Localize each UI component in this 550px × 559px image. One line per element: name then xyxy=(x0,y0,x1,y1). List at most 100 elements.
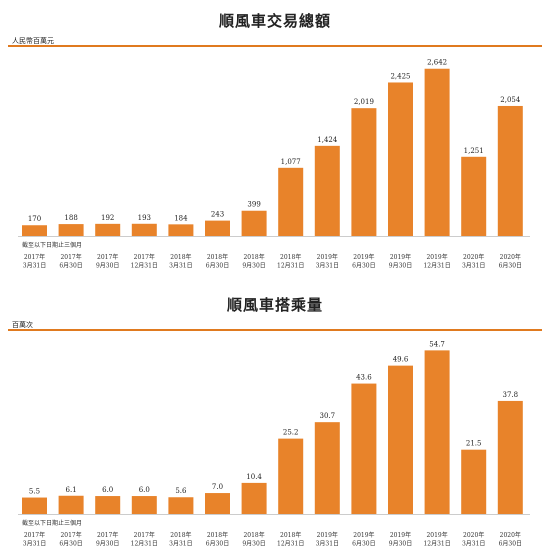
tick-label: 2020年 xyxy=(463,531,484,539)
tick-label: 3月31日 xyxy=(23,263,46,270)
bar xyxy=(168,497,194,514)
data-label: 21.5 xyxy=(466,440,482,448)
tick-label: 2018年 xyxy=(243,253,264,261)
bar xyxy=(58,495,84,514)
tick-label: 2018年 xyxy=(243,531,264,539)
tick-label: 6月30日 xyxy=(352,263,375,270)
tick-label: 2019年 xyxy=(353,531,374,539)
data-label: 6.1 xyxy=(66,486,77,494)
tick-label: 12月31日 xyxy=(423,263,450,270)
bar xyxy=(314,422,340,514)
data-label: 54.7 xyxy=(429,340,445,348)
unit-label: 人民幣百萬元 xyxy=(12,37,54,45)
tick-label: 9月30日 xyxy=(96,541,119,548)
data-label: 1,251 xyxy=(464,147,484,155)
chart-title: 順風車搭乘量 xyxy=(226,296,323,314)
data-label: 5.6 xyxy=(175,487,187,495)
tick-label: 2018年 xyxy=(280,253,301,261)
tick-label: 12月31日 xyxy=(277,541,304,548)
bar xyxy=(351,383,377,514)
tick-label: 2020年 xyxy=(500,531,521,539)
data-label: 184 xyxy=(174,214,188,222)
tick-label: 2017年 xyxy=(134,531,155,539)
tick-label: 9月30日 xyxy=(242,263,265,270)
title-rule xyxy=(8,45,542,47)
bar xyxy=(278,167,304,236)
tick-label: 2017年 xyxy=(24,253,45,261)
bar xyxy=(22,225,47,236)
tick-label: 6月30日 xyxy=(499,541,522,548)
bar-plot: 170 2017年 3月31日 188 2017年 6月30日 192 2017年 9月30日 1… xyxy=(18,59,530,270)
data-label: 2,425 xyxy=(390,72,410,80)
bar xyxy=(388,365,413,514)
data-label: 2,054 xyxy=(500,96,521,104)
data-label: 1,077 xyxy=(281,158,301,166)
chart-title: 順風車交易總額 xyxy=(218,12,331,30)
data-label: 7.0 xyxy=(212,483,223,491)
data-label: 1,424 xyxy=(317,136,338,144)
tick-label: 2017年 xyxy=(24,531,45,539)
tick-label: 3月31日 xyxy=(169,541,192,548)
tick-label: 6月30日 xyxy=(59,541,82,548)
tick-label: 3月31日 xyxy=(462,541,485,548)
bar xyxy=(388,82,413,236)
tick-label: 3月31日 xyxy=(169,263,192,270)
data-label: 170 xyxy=(28,215,41,223)
bar-plot: 5.5 2017年 3月31日 6.1 2017年 6月30日 6.0 2017年 9月30日 6… xyxy=(18,340,530,548)
bar xyxy=(278,438,304,514)
bar xyxy=(461,449,487,514)
tick-label: 3月31日 xyxy=(316,263,339,270)
data-label: 192 xyxy=(101,214,114,222)
tick-label: 6月30日 xyxy=(499,263,522,270)
tick-label: 2017年 xyxy=(134,253,155,261)
bar xyxy=(424,68,450,236)
chart-transaction-volume: 順風車交易總額 人民幣百萬元 170 2017年 3月31日 188 2017年 6月30… xyxy=(0,0,550,278)
bar xyxy=(461,156,487,236)
tick-label: 2017年 xyxy=(97,531,118,539)
tick-label: 9月30日 xyxy=(242,541,265,548)
tick-label: 6月30日 xyxy=(59,263,82,270)
data-label: 6.0 xyxy=(139,486,150,494)
tick-label: 12月31日 xyxy=(423,541,450,548)
bar xyxy=(58,224,84,236)
bar xyxy=(241,210,267,236)
tick-label: 2017年 xyxy=(60,253,81,261)
tick-label: 2019年 xyxy=(353,253,374,261)
tick-label: 2019年 xyxy=(426,253,447,261)
bar xyxy=(497,400,523,514)
period-note: 截至以下日期止三個月 xyxy=(22,519,82,527)
data-label: 5.5 xyxy=(29,488,40,496)
tick-label: 2018年 xyxy=(170,531,191,539)
data-label: 43.6 xyxy=(356,374,372,382)
bar xyxy=(314,145,340,236)
bar xyxy=(205,493,230,514)
tick-label: 6月30日 xyxy=(206,263,229,270)
tick-label: 9月30日 xyxy=(389,263,412,270)
tick-label: 2019年 xyxy=(390,253,411,261)
data-label: 188 xyxy=(64,214,77,222)
data-label: 10.4 xyxy=(246,473,262,481)
data-label: 2,019 xyxy=(354,98,374,106)
tick-label: 2020年 xyxy=(463,253,484,261)
data-label: 399 xyxy=(247,201,260,209)
title-rule xyxy=(8,329,542,331)
bar xyxy=(22,497,47,514)
tick-label: 3月31日 xyxy=(23,541,46,548)
data-label: 25.2 xyxy=(283,429,299,437)
bar xyxy=(131,496,157,514)
tick-label: 2017年 xyxy=(97,253,118,261)
period-note: 截至以下日期止三個月 xyxy=(22,241,82,249)
tick-label: 2018年 xyxy=(280,531,301,539)
tick-label: 12月31日 xyxy=(277,263,304,270)
tick-label: 2018年 xyxy=(170,253,191,261)
data-label: 37.8 xyxy=(503,391,519,399)
tick-label: 12月31日 xyxy=(131,263,158,270)
bar xyxy=(95,223,121,236)
tick-label: 2019年 xyxy=(317,253,338,261)
bar xyxy=(168,224,194,236)
data-label: 243 xyxy=(211,211,224,219)
data-label: 30.7 xyxy=(320,412,336,420)
tick-label: 9月30日 xyxy=(389,541,412,548)
bar xyxy=(351,108,377,236)
data-label: 2,642 xyxy=(427,59,447,67)
